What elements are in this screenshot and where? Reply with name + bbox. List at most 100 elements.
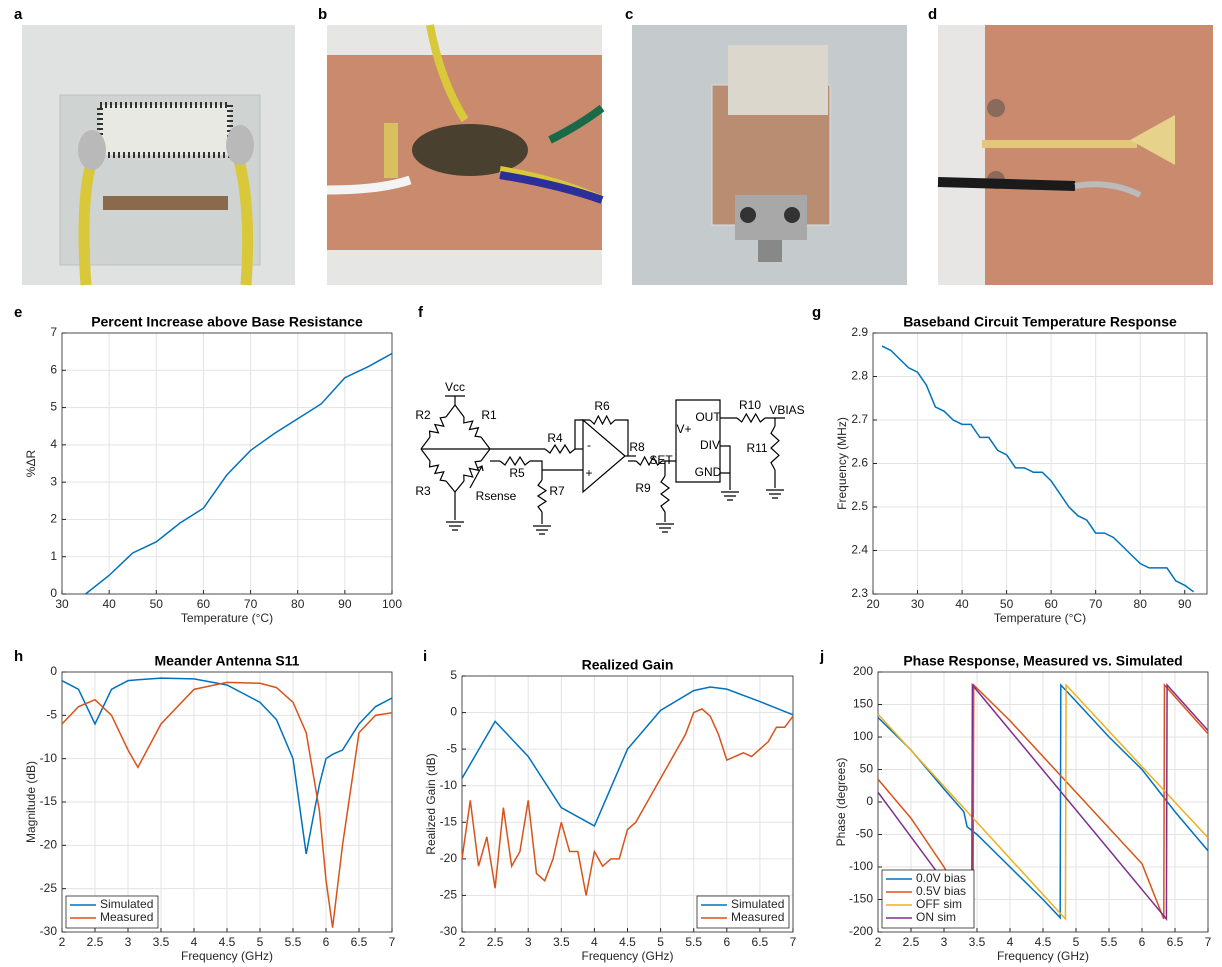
y-tick-label: 150 xyxy=(853,697,873,711)
x-tick-label: 50 xyxy=(150,597,164,611)
panel-label: f xyxy=(418,304,424,321)
legend-label: Measured xyxy=(731,910,784,924)
y-tick-label: 100 xyxy=(853,729,873,743)
panel-label: i xyxy=(423,648,427,665)
axes-box xyxy=(61,332,393,595)
y-tick-label: -5 xyxy=(446,741,457,755)
y-tick-label: -30 xyxy=(40,924,58,938)
y-tick-label: -150 xyxy=(849,892,873,906)
x-tick-label: 5.5 xyxy=(1101,935,1118,949)
wire xyxy=(445,404,456,418)
wire xyxy=(574,419,590,449)
y-axis-label: Frequency (MHz) xyxy=(835,417,849,510)
resistor xyxy=(428,416,447,438)
circuit-label: R4 xyxy=(547,431,563,445)
circuit-label: R8 xyxy=(629,440,645,454)
wire xyxy=(480,448,491,462)
y-tick-label: -20 xyxy=(40,838,58,852)
x-tick-label: 3 xyxy=(941,935,948,949)
resistor xyxy=(589,414,616,426)
x-tick-label: 80 xyxy=(1134,597,1148,611)
wire xyxy=(420,436,431,450)
circuit-label: R2 xyxy=(415,408,431,422)
circuit-label: Rsense xyxy=(476,489,517,503)
wire xyxy=(582,418,626,494)
x-tick-label: 4 xyxy=(1007,935,1014,949)
wire xyxy=(656,523,674,533)
y-tick-label: -100 xyxy=(849,859,873,873)
x-tick-label: 7 xyxy=(389,935,396,949)
panel-label: b xyxy=(318,6,327,23)
data-line xyxy=(461,708,794,896)
legend-label: 0.0V bias xyxy=(916,871,966,885)
x-tick-label: 90 xyxy=(1178,597,1192,611)
circuit-label: R5 xyxy=(509,466,525,480)
resistor xyxy=(660,475,670,513)
axes-box xyxy=(872,332,1208,595)
x-axis-label: Temperature (°C) xyxy=(994,611,1086,625)
data-line xyxy=(877,683,1209,920)
photo-d xyxy=(937,25,1213,285)
y-tick-label: 5 xyxy=(450,668,457,682)
x-tick-label: 60 xyxy=(1044,597,1058,611)
x-tick-label: 6.5 xyxy=(351,935,368,949)
x-tick-label: 3.5 xyxy=(969,935,986,949)
x-tick-label: 50 xyxy=(1000,597,1014,611)
x-axis-label: Frequency (GHz) xyxy=(181,949,273,963)
photo-b xyxy=(326,24,605,285)
y-tick-label: 0 xyxy=(866,794,873,808)
chart-title: Baseband Circuit Temperature Response xyxy=(903,314,1177,330)
wire xyxy=(480,436,491,450)
y-tick-label: 50 xyxy=(860,762,874,776)
y-tick-label: 2.6 xyxy=(851,456,868,470)
legend-box xyxy=(65,895,159,929)
circuit-label: DIV xyxy=(700,438,720,452)
wire xyxy=(675,399,721,483)
resistor xyxy=(428,460,447,482)
y-tick-label: 2.7 xyxy=(851,412,868,426)
resistor xyxy=(544,443,576,455)
x-tick-label: 5 xyxy=(1073,935,1080,949)
x-tick-label: 6 xyxy=(723,935,730,949)
wire xyxy=(446,521,464,531)
chart-title: Phase Response, Measured vs. Simulated xyxy=(903,653,1182,669)
y-tick-label: -15 xyxy=(440,814,458,828)
x-tick-label: 6 xyxy=(1139,935,1146,949)
legend-label: OFF sim xyxy=(916,897,962,911)
data-line xyxy=(61,681,393,928)
x-tick-label: 5 xyxy=(657,935,664,949)
resistor xyxy=(770,425,780,471)
circuit-label: VBIAS xyxy=(769,403,804,417)
wire xyxy=(533,525,551,535)
x-tick-label: 3 xyxy=(525,935,532,949)
x-tick-label: 3.5 xyxy=(553,935,570,949)
circuit-label: R7 xyxy=(549,484,565,498)
y-tick-label: 2.9 xyxy=(851,325,868,339)
y-tick-label: -10 xyxy=(40,751,58,765)
y-tick-label: 0 xyxy=(50,664,57,678)
x-axis-label: Frequency (GHz) xyxy=(997,949,1089,963)
x-axis-label: Temperature (°C) xyxy=(181,611,273,625)
panel-label: d xyxy=(928,6,937,23)
panel-label: e xyxy=(14,304,22,321)
y-tick-label: 0 xyxy=(450,705,457,719)
circuit-label: OUT xyxy=(695,410,721,424)
x-tick-label: 4.5 xyxy=(219,935,236,949)
x-tick-label: 5.5 xyxy=(685,935,702,949)
y-tick-label: -5 xyxy=(46,708,57,722)
y-tick-label: -200 xyxy=(849,924,873,938)
x-tick-label: 7 xyxy=(790,935,797,949)
chart: 20 30 40 50 60 70 80 90 2.3 2.4 2.5 2.6 2.7 2.8 2.9 Bas… xyxy=(835,314,1208,625)
y-tick-label: 2.4 xyxy=(851,543,868,557)
y-tick-label: 0 xyxy=(50,586,57,600)
y-tick-label: 3 xyxy=(50,474,57,488)
y-tick-label: -30 xyxy=(440,924,458,938)
x-tick-label: 2.5 xyxy=(903,935,920,949)
wire xyxy=(445,395,465,405)
chart-title: Percent Increase above Base Resistance xyxy=(91,314,363,330)
data-line xyxy=(61,677,393,855)
y-axis-label: Magnitude (dB) xyxy=(24,761,38,843)
y-tick-label: -20 xyxy=(440,851,458,865)
wire xyxy=(766,489,784,499)
